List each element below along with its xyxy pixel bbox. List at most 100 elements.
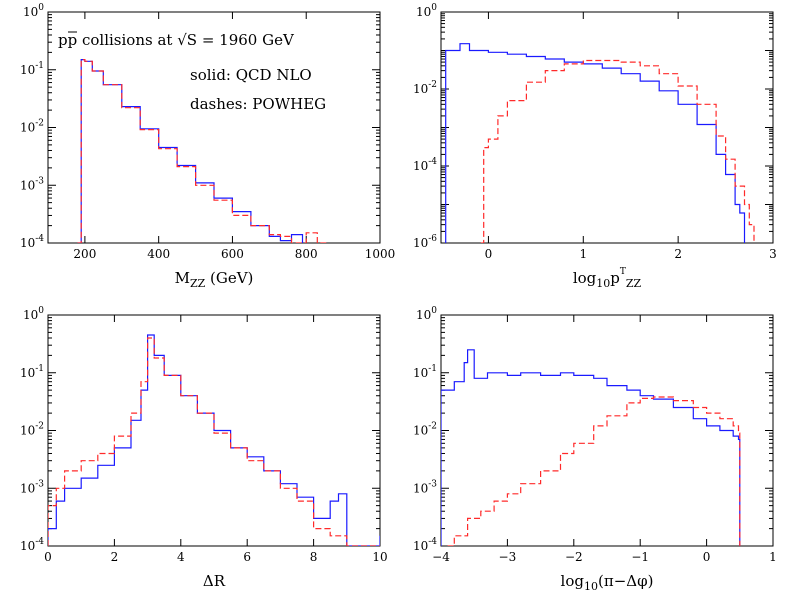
x-tick-label: 0: [485, 247, 493, 261]
x-tick-label: 800: [295, 247, 318, 261]
x-tick-label: 200: [73, 247, 96, 261]
y-tick-exponent: 0: [38, 306, 44, 316]
y-tick-base: 10: [413, 539, 428, 553]
y-tick-label: 10-4: [20, 234, 44, 250]
x-tick-label: 400: [147, 247, 170, 261]
x-axis-label-subscript: ZZ: [190, 277, 206, 290]
x-axis-label-main: log: [561, 572, 585, 590]
y-tick-exponent: -3: [428, 479, 437, 489]
series-solid-line: [441, 349, 741, 546]
y-tick-exponent: -1: [428, 364, 437, 374]
x-axis-label: log10pTZZ: [573, 267, 642, 290]
annotation-pp: pp: [58, 31, 77, 49]
x-axis-label-subscript: 10: [596, 277, 610, 290]
y-tick-label: 100: [23, 306, 44, 322]
x-tick-label: 8: [310, 550, 318, 564]
y-tick-label: 10-2: [413, 422, 437, 438]
x-tick-label: −1: [631, 550, 649, 564]
x-tick-label: 600: [221, 247, 244, 261]
y-tick-base: 10: [413, 236, 428, 250]
x-tick-label: −3: [499, 550, 517, 564]
y-tick-exponent: -4: [35, 234, 44, 244]
y-tick-label: 10-1: [413, 364, 437, 380]
series-dashed-line: [77, 59, 329, 243]
x-axis-label-rest: (π−Δφ): [598, 572, 653, 590]
x-tick-label: 2: [111, 550, 119, 564]
x-tick-label: 1000: [365, 247, 396, 261]
x-tick-label: 0: [703, 550, 711, 564]
y-tick-base: 10: [413, 481, 428, 495]
annotation-solid-legend: solid: QCD NLO: [190, 66, 312, 84]
x-tick-label: 0: [44, 550, 52, 564]
y-tick-base: 10: [20, 539, 35, 553]
x-axis-label-main: M: [175, 269, 190, 287]
y-tick-exponent: -2: [428, 422, 437, 432]
y-tick-exponent: -4: [428, 537, 437, 547]
y-tick-exponent: -1: [35, 61, 44, 71]
y-tick-base: 10: [416, 5, 431, 19]
x-axis-label: ΔR: [203, 572, 226, 590]
x-axis-label-rest: p: [610, 269, 620, 287]
y-tick-exponent: -2: [35, 422, 44, 432]
series-solid-line: [48, 334, 380, 546]
y-tick-exponent: 0: [431, 306, 437, 316]
y-tick-label: 10-6: [413, 234, 437, 250]
y-tick-label: 100: [23, 3, 44, 19]
y-tick-exponent: 0: [38, 3, 44, 13]
y-tick-base: 10: [23, 5, 38, 19]
x-axis-label-superscript: T: [620, 267, 626, 277]
y-tick-base: 10: [20, 121, 35, 135]
y-tick-label: 100: [416, 306, 437, 322]
y-tick-label: 10-1: [20, 364, 44, 380]
x-axis-label-main: log: [573, 269, 597, 287]
plot-frame: [440, 11, 774, 244]
y-tick-exponent: -3: [35, 176, 44, 186]
y-tick-base: 10: [20, 366, 35, 380]
x-axis-label: log10(π−Δφ): [561, 572, 654, 593]
y-tick-exponent: -4: [428, 157, 437, 167]
x-tick-label: 10: [372, 550, 387, 564]
y-tick-exponent: 0: [431, 3, 437, 13]
y-tick-exponent: -6: [428, 234, 437, 244]
y-tick-label: 10-1: [20, 61, 44, 77]
x-axis-label-subscript: 10: [584, 580, 598, 593]
y-tick-label: 10-2: [20, 119, 44, 135]
y-tick-exponent: -2: [428, 80, 437, 90]
y-tick-label: 10-3: [20, 176, 44, 192]
y-tick-base: 10: [413, 82, 428, 96]
y-tick-base: 10: [20, 481, 35, 495]
y-tick-base: 10: [20, 178, 35, 192]
y-tick-exponent: -3: [35, 479, 44, 489]
y-tick-label: 10-3: [20, 479, 44, 495]
y-tick-exponent: -4: [35, 537, 44, 547]
y-tick-label: 10-4: [413, 157, 437, 173]
series-solid-line: [445, 43, 746, 243]
series-dashed-line: [447, 396, 741, 546]
y-tick-label: 10-2: [20, 422, 44, 438]
y-tick-base: 10: [413, 424, 428, 438]
series-solid-line: [77, 59, 304, 243]
annotation-energy: = 1960 GeV: [197, 31, 295, 49]
annotation-sqrt-s: √S: [177, 31, 197, 49]
series-dashed-line: [480, 59, 755, 243]
y-tick-base: 10: [413, 366, 428, 380]
y-tick-label: 10-3: [413, 479, 437, 495]
x-tick-label: 1: [769, 550, 777, 564]
x-tick-label: −2: [565, 550, 583, 564]
y-tick-base: 10: [413, 159, 428, 173]
series-dashed-line: [48, 337, 380, 546]
annotation-dashes-legend: dashes: POWHEG: [190, 95, 326, 113]
x-tick-label: 4: [177, 550, 185, 564]
annotation-collisions-text: collisions at: [77, 31, 177, 49]
x-tick-label: 3: [769, 247, 777, 261]
y-tick-label: 10-2: [413, 80, 437, 96]
x-axis-label-rest: (GeV): [205, 269, 253, 287]
y-tick-label: 100: [416, 3, 437, 19]
y-tick-label: 10-4: [20, 537, 44, 553]
y-tick-base: 10: [20, 236, 35, 250]
x-tick-label: 1: [579, 247, 587, 261]
